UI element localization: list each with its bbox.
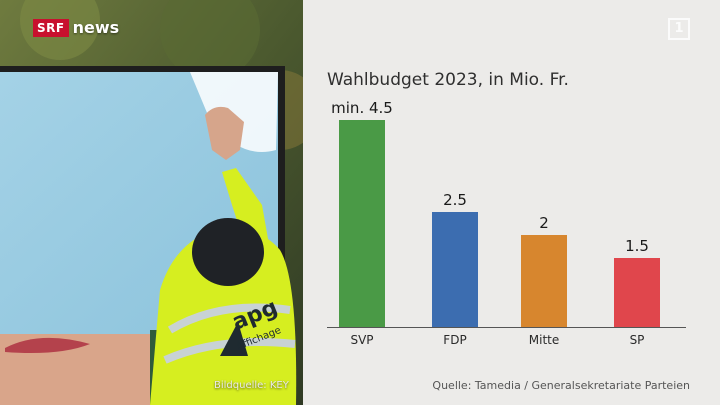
- category-label-mitte: Mitte: [529, 333, 559, 347]
- category-label-sp: SP: [630, 333, 645, 347]
- bar-chart: min. 4.5 SVP 2.5 FDP 2 Mitte 1.5 SP: [327, 99, 686, 347]
- srf-badge: SRF: [33, 18, 69, 37]
- background-photo: apg Affichage SRF news Bildquelle: KEY: [0, 0, 303, 405]
- data-label-svp: min. 4.5: [331, 99, 393, 117]
- data-label-fdp: 2.5: [443, 191, 467, 209]
- bar-svp: [339, 120, 385, 327]
- photo-credit: Bildquelle: KEY: [214, 380, 289, 391]
- data-label-mitte: 2: [539, 214, 549, 232]
- data-label-sp: 1.5: [625, 237, 649, 255]
- news-wordmark: news: [72, 18, 120, 37]
- bar-fdp: [432, 212, 478, 327]
- watermark-mark: 1: [668, 18, 690, 40]
- category-label-svp: SVP: [350, 333, 373, 347]
- bar-mitte: [521, 235, 567, 327]
- category-label-fdp: FDP: [443, 333, 466, 347]
- chart-source: Quelle: Tamedia / Generalsekretariate Pa…: [432, 379, 690, 392]
- srf-news-logo: SRF news: [33, 18, 119, 37]
- chart-panel: 1 Wahlbudget 2023, in Mio. Fr. min. 4.5 S…: [303, 0, 720, 405]
- poster-worker-photo: apg Affichage: [0, 0, 303, 405]
- broadcast-watermark: 1: [665, 18, 690, 40]
- bar-sp: [614, 258, 660, 327]
- chart-title: Wahlbudget 2023, in Mio. Fr.: [327, 70, 569, 90]
